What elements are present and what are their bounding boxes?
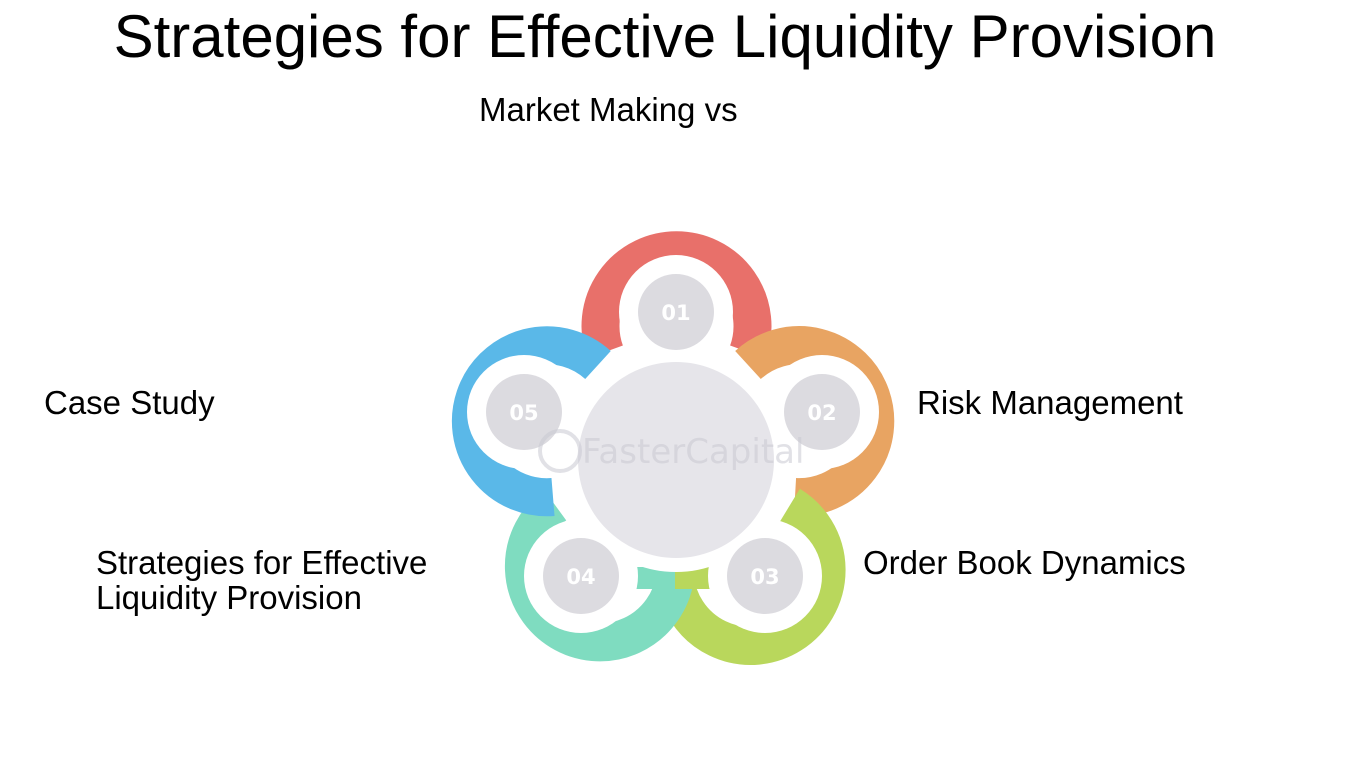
step-numbers: 01 02 03 04 05 (509, 301, 836, 589)
disc-02 (784, 374, 860, 450)
page-title: Strategies for Effective Liquidity Provi… (113, 3, 1217, 70)
center-circle (578, 362, 774, 558)
step-label-04: Strategies for Effective Liquidity Provi… (96, 544, 428, 616)
step-number-05: 05 (509, 401, 538, 425)
disc-05 (486, 374, 562, 450)
step-label-02: Risk Management (917, 384, 1183, 421)
watermark-gear-icon (538, 429, 582, 473)
petal-03-arc (656, 488, 846, 665)
disc-03 (727, 538, 803, 614)
step-label-05: Case Study (44, 384, 215, 421)
step-number-01: 01 (661, 301, 690, 325)
number-discs (486, 274, 860, 614)
watermark-text: FasterCapital (582, 432, 804, 472)
step-number-03: 03 (750, 565, 779, 589)
disc-01 (638, 274, 714, 350)
disc-04 (543, 538, 619, 614)
connector-04-03 (626, 567, 676, 589)
step-label-01: Market Making vs (479, 91, 738, 128)
petal-04-arc (504, 489, 694, 662)
step-label-03: Order Book Dynamics (863, 544, 1186, 581)
step-number-02: 02 (807, 401, 836, 425)
petal-01-arc (581, 231, 772, 359)
watermark-logo: FasterCapital (538, 429, 804, 473)
step-number-04: 04 (566, 565, 595, 589)
